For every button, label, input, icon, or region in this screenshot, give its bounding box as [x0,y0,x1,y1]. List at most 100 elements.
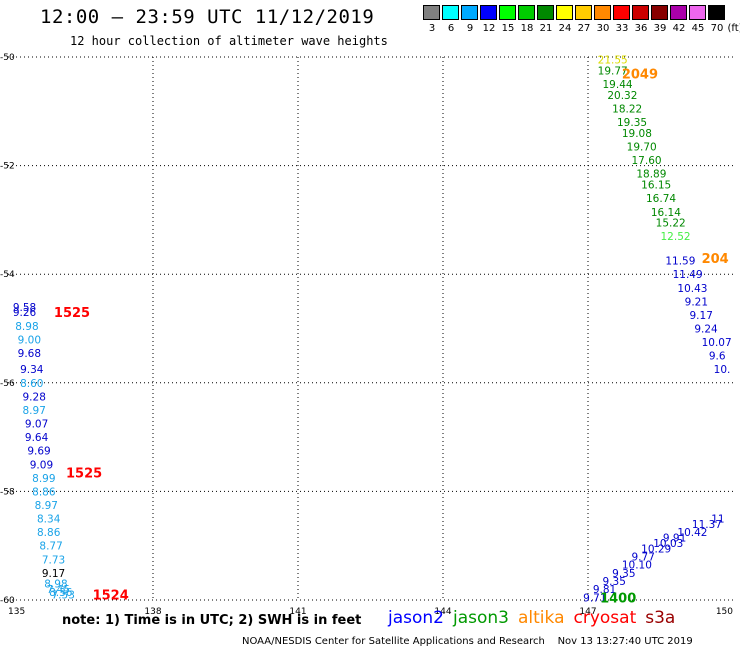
wave-height-point: 8.86 [32,486,56,498]
pass-label: 1525 [66,466,102,481]
wave-height-point: 15.22 [656,218,686,230]
wave-height-point: 9.81 [593,584,616,596]
scale-swatch-21 [537,5,554,20]
wave-height-point: 9.17 [42,568,65,580]
scale-label-24: 24 [558,23,572,34]
scale-label-9: 9 [466,23,474,34]
pass-label: 1400 [600,591,636,606]
legend-jason3: jason3 [453,608,509,628]
x-tick-label: 135 [8,607,25,617]
y-tick-label: -56 [0,379,15,389]
scale-swatch-42 [670,5,687,20]
scale-swatch-15 [499,5,516,20]
scale-label-39: 39 [653,23,667,34]
wave-height-point: 9.58 [13,302,36,314]
wave-height-point: 9.34 [20,364,44,376]
scale-label-42: 42 [672,23,686,34]
wave-height-point: 8.34 [37,514,61,526]
wave-height-point: 9.35 [612,568,635,580]
scale-label-30: 30 [596,23,610,34]
scale-label-70: 70 [710,23,724,34]
scale-swatch-18 [518,5,535,20]
wave-height-point: 9.35 [603,576,626,588]
wave-height-point: 9.07 [25,419,48,431]
legend-cryosat: cryosat [573,608,637,628]
x-tick-label: 147 [579,607,596,617]
wave-height-point: 9.64 [25,432,49,444]
scale-label-3: 3 [428,23,436,34]
footer-credit: NOAA/NESDIS Center for Satellite Applica… [242,636,693,647]
wave-height-point: 21.55 [598,55,628,67]
pass-label: 204 [702,252,729,267]
scale-swatch-30 [594,5,611,20]
wave-height-point: 10.03 [653,538,683,550]
x-tick-label: 138 [144,607,161,617]
wave-height-point: 8.97 [35,500,58,512]
wave-height-point: 18.89 [636,169,666,181]
wave-height-point: 9.28 [23,391,46,403]
wave-height-point: 10. [714,364,731,376]
wave-height-point: 8.77 [39,541,62,553]
scale-swatch-39 [651,5,668,20]
y-tick-label: -52 [0,162,15,172]
scale-swatch-24 [556,5,573,20]
scale-swatch-12 [480,5,497,20]
wave-height-point: 8.60 [20,378,43,390]
wave-height-point: 19.44 [603,79,633,91]
wave-height-point: 10.10 [622,560,652,572]
wave-height-point: 10.42 [677,527,707,539]
wave-height-point: 16.74 [646,193,676,205]
wave-height-point: 9.6 [709,351,726,363]
pass-label: 1524 [93,589,129,604]
wave-height-point: 8.99 [32,473,55,485]
scale-label-33: 33 [615,23,629,34]
wave-height-point: 10.29 [641,543,671,555]
wave-height-point: 9.69 [27,446,50,458]
y-tick-label: -54 [0,270,15,280]
y-tick-label: -60 [0,596,15,606]
wave-height-point: 19.70 [627,142,657,154]
satellite-legend: jason2 jason3 altika cryosat s3a [388,608,684,628]
scale-unit: (ft) [727,23,740,34]
wave-height-point: 9.21 [685,296,708,308]
scale-label-36: 36 [634,23,648,34]
scale-swatch-70 [708,5,725,20]
wave-height-point: 11.59 [665,256,695,268]
scale-swatch-6 [442,5,459,20]
scale-label-12: 12 [482,23,496,34]
scale-label-21: 21 [539,23,553,34]
x-tick-label: 144 [434,607,451,617]
wave-height-point: 8.86 [37,527,61,539]
wave-height-point: 19.35 [617,117,647,129]
wave-height-point: 16.14 [651,207,681,219]
wave-height-point: 11.37 [692,519,722,531]
scale-swatch-9 [461,5,478,20]
wave-height-point: 8.97 [23,405,46,417]
wave-height-point: 10.43 [677,283,707,295]
page-title: 12:00 – 23:59 UTC 11/12/2019 [40,6,375,28]
wave-height-point: 8.98 [44,579,67,591]
scale-label-27: 27 [577,23,591,34]
legend-altika: altika [518,608,565,628]
scale-swatch-3 [423,5,440,20]
page-subtitle: 12 hour collection of altimeter wave hei… [70,34,388,48]
wave-height-point: 9.26 [13,307,37,319]
wave-height-point: 19.08 [622,128,652,140]
scale-swatch-45 [689,5,706,20]
wave-height-point: 16.15 [641,180,671,192]
scale-swatch-36 [632,5,649,20]
wave-height-point: 8.36 [49,587,73,599]
y-tick-label: -58 [0,487,15,497]
wave-height-point: 8.98 [15,321,38,333]
pass-label: 2049 [622,67,658,82]
wave-height-point: 19.77 [598,66,628,78]
wave-height-point: 10.07 [702,337,732,349]
wave-height-point: 9.68 [18,348,41,360]
wave-height-point: 9.00 [18,334,41,346]
wave-height-point: 11 [711,514,724,526]
wave-height-point: 9.71 [583,592,606,604]
scale-label-18: 18 [520,23,534,34]
scale-label-45: 45 [691,23,705,34]
wave-height-point: 20.32 [607,90,637,102]
